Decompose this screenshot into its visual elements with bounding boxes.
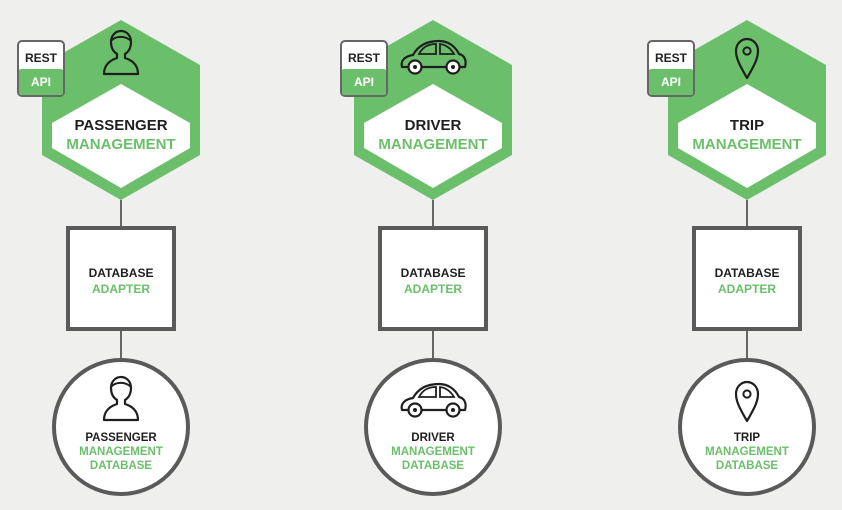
adapter-label-line1: DATABASE	[401, 266, 466, 280]
service-name-line2: MANAGEMENT	[692, 136, 801, 153]
rest-api-label-line2: API	[354, 75, 374, 89]
adapter-label-line2: ADAPTER	[404, 282, 462, 296]
adapter-label-line1: DATABASE	[89, 266, 154, 280]
database-label-line3: DATABASE	[716, 460, 779, 472]
service-column-driver: DRIVER MANAGEMENT REST API DATABASE ADAP…	[340, 20, 512, 496]
service-name-line1: TRIP	[730, 117, 764, 134]
adapter-label-line2: ADAPTER	[92, 282, 150, 296]
service-name-line2: MANAGEMENT	[66, 136, 175, 153]
database-label-line2: MANAGEMENT	[79, 446, 163, 458]
service-hexagon: TRIP MANAGEMENT	[668, 20, 826, 200]
database-label-line2: MANAGEMENT	[705, 446, 789, 458]
service-column-trip: TRIP MANAGEMENT REST API DATABASE ADAPTE…	[647, 20, 826, 496]
rest-api-label-line2: API	[661, 75, 681, 89]
database-adapter-box: DATABASE ADAPTER	[66, 226, 176, 331]
adapter-label-line2: ADAPTER	[718, 282, 776, 296]
service-hexagon: PASSENGER MANAGEMENT	[42, 20, 200, 200]
rest-api-badge[interactable]: REST API	[340, 40, 388, 97]
database-circle: PASSENGER MANAGEMENT DATABASE	[52, 358, 190, 496]
database-label-line3: DATABASE	[90, 460, 153, 472]
database-circle: TRIP MANAGEMENT DATABASE	[678, 358, 816, 496]
rest-api-label-line1: REST	[25, 51, 58, 65]
database-circle: DRIVER MANAGEMENT DATABASE	[364, 358, 502, 496]
rest-api-label-line2: API	[31, 75, 51, 89]
rest-api-badge[interactable]: REST API	[647, 40, 695, 97]
database-adapter-box: DATABASE ADAPTER	[378, 226, 488, 331]
service-name-line2: MANAGEMENT	[378, 136, 487, 153]
database-label-line1: TRIP	[734, 432, 761, 444]
service-name-line1: DRIVER	[405, 117, 462, 134]
database-label-line3: DATABASE	[402, 460, 465, 472]
rest-api-label-line1: REST	[348, 51, 381, 65]
adapter-label-line1: DATABASE	[715, 266, 780, 280]
service-name-line1: PASSENGER	[74, 117, 167, 134]
service-hexagon: DRIVER MANAGEMENT	[354, 20, 512, 200]
rest-api-label-line1: REST	[655, 51, 688, 65]
service-column-passenger: PASSENGER MANAGEMENT REST API DATABASE A…	[17, 20, 200, 496]
database-label-line2: MANAGEMENT	[391, 446, 475, 458]
rest-api-badge[interactable]: REST API	[17, 40, 65, 97]
database-label-line1: DRIVER	[411, 432, 455, 444]
database-adapter-box: DATABASE ADAPTER	[692, 226, 802, 331]
database-label-line1: PASSENGER	[85, 432, 157, 444]
